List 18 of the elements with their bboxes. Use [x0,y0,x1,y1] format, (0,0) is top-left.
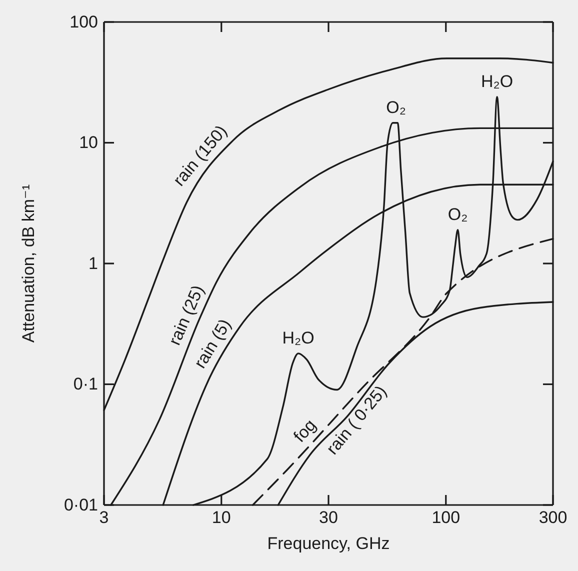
x-tick-label: 300 [538,508,568,528]
annotation: O₂ [386,98,406,117]
x-tick-label: 30 [319,508,338,528]
annotation: H₂O [282,328,314,348]
y-tick-label: 100 [70,12,98,32]
y-tick-label: 0·01 [64,495,98,514]
y-axis-title: Attenuation, dB km⁻¹ [19,184,38,343]
x-tick-label: 10 [212,508,231,528]
y-tick-label: 0·1 [73,374,98,394]
x-axis-title: Frequency, GHz [267,534,390,553]
text: fog [290,416,320,446]
x-tick-label: 3 [99,508,109,528]
y-tick-label: 1 [88,254,98,273]
annotation: H₂O [480,72,514,91]
annotation: O₂ [448,204,468,224]
text: rain (5) [190,316,235,372]
x-tick-label: 100 [432,508,460,528]
y-tick-label: 10 [79,133,98,152]
